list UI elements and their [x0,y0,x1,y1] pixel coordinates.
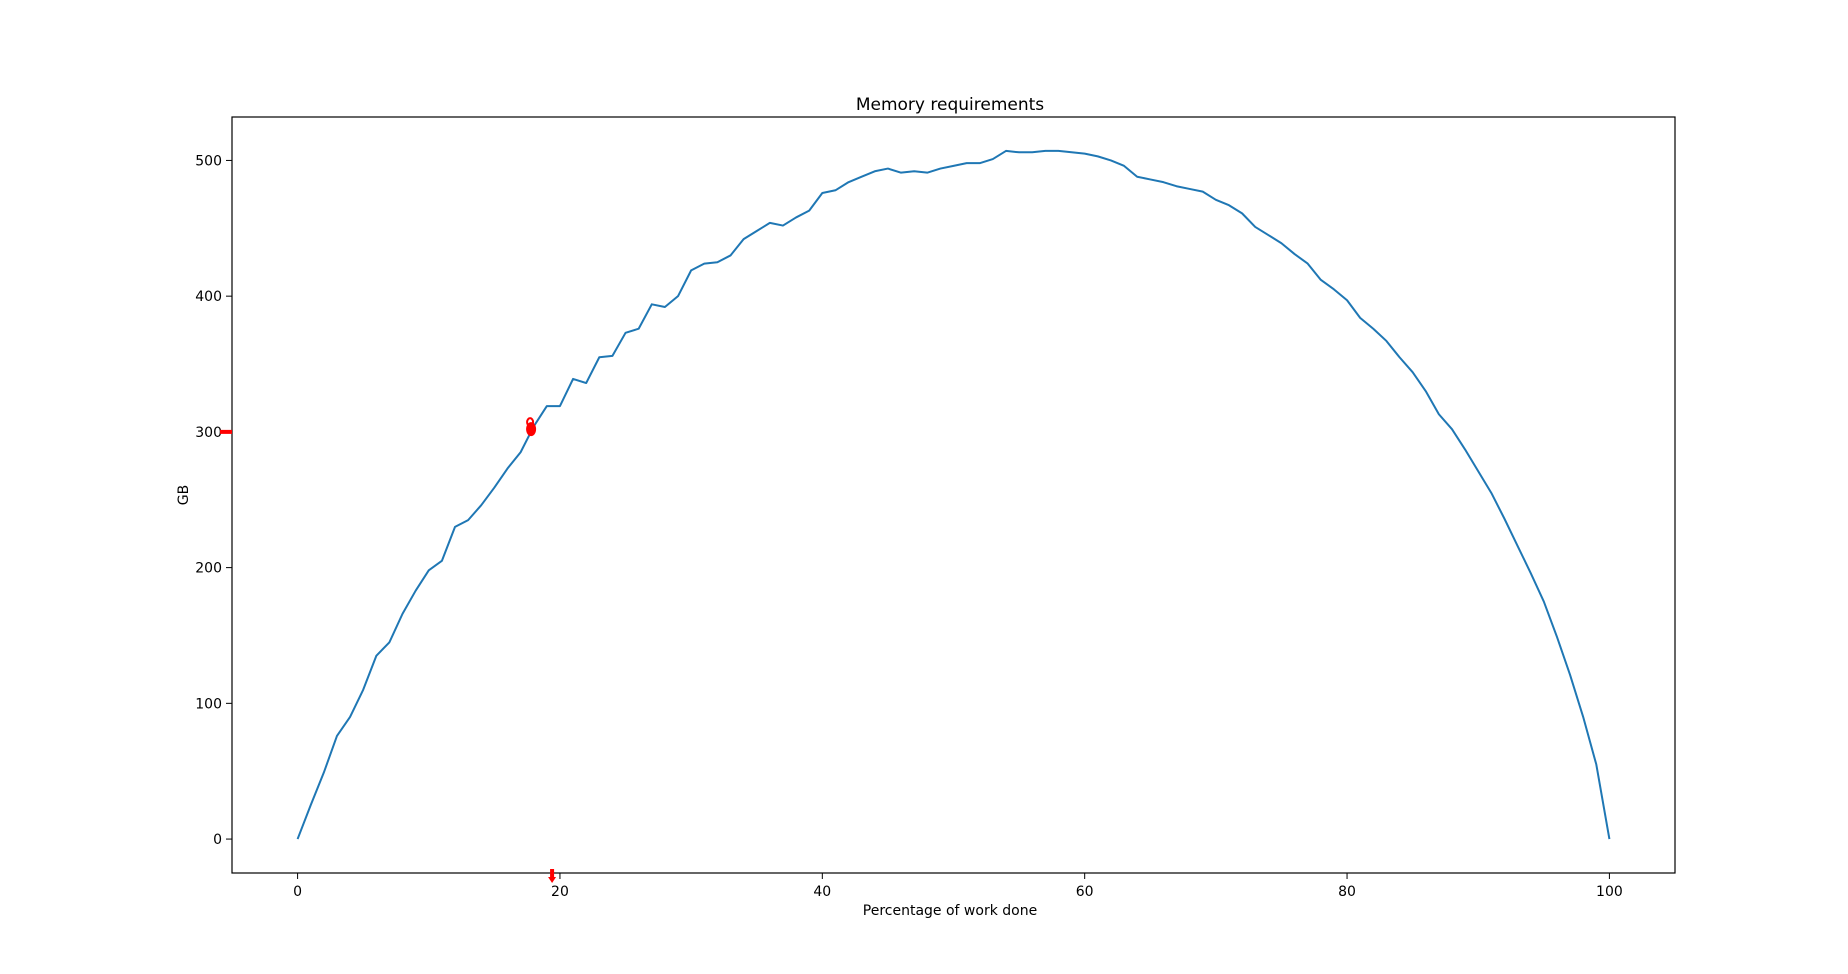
x-cursor-marker [548,869,557,883]
y-tick-label: 500 [195,153,222,169]
point-marker-ring [526,417,535,428]
y-tick-label: 300 [195,425,222,441]
x-tick-label: 80 [1338,884,1356,900]
y-tick-label: 400 [195,289,222,305]
x-tick-label: 100 [1596,884,1623,900]
x-tick-label: 60 [1076,884,1094,900]
plot-area: 0 20 40 60 80 100 0 100 200 300 400 500 [195,116,1676,900]
x-axis-title: Percentage of work done [863,903,1037,919]
x-tick-label: 0 [293,884,302,900]
y-tick-label: 0 [213,832,222,848]
x-tick-label: 20 [551,884,569,900]
x-tick-label: 40 [813,884,831,900]
series-line [296,149,1611,840]
y-tick-label: 200 [195,561,222,577]
y-tick-label: 100 [195,696,222,712]
plot-frame [231,116,1676,874]
y-axis-title: GB [176,485,192,505]
chart-title: Memory requirements [856,95,1044,115]
